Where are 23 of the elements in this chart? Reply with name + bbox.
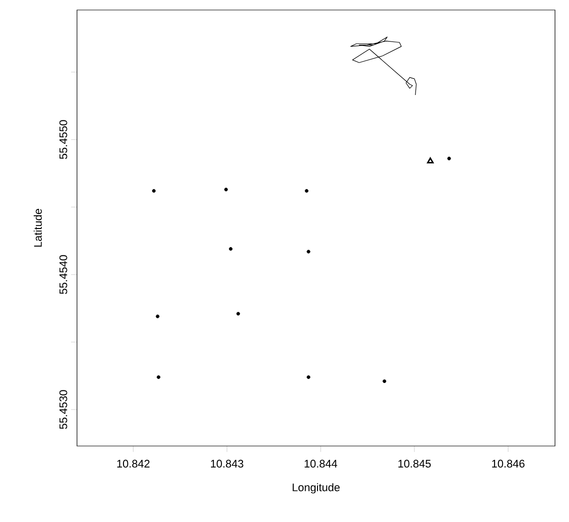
x-tick-label: 10.842	[117, 460, 150, 468]
point	[156, 375, 160, 379]
x-tick-label: 10.843	[210, 460, 244, 468]
point	[224, 188, 228, 192]
line-series	[350, 36, 417, 96]
y-axis-title: Latitude	[34, 208, 42, 247]
point	[236, 312, 240, 316]
y-tick-label: 55.4550	[59, 120, 68, 160]
y-tick-label: 55.4530	[59, 390, 68, 429]
point	[304, 189, 308, 193]
y-tick-label: 55.4540	[59, 255, 68, 294]
x-tick-label: 10.846	[492, 460, 524, 468]
x-tick-label: 10.845	[398, 460, 431, 468]
x-axis-title: Longitude	[292, 483, 340, 494]
point	[152, 189, 156, 193]
point	[306, 250, 310, 254]
point	[427, 157, 434, 164]
point	[156, 314, 160, 318]
point	[228, 247, 233, 251]
point	[382, 379, 386, 383]
x-tick-label: 10.844	[304, 460, 338, 468]
point	[447, 156, 451, 160]
point	[306, 375, 310, 379]
